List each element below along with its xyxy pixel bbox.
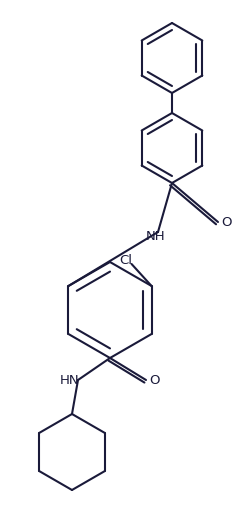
Text: O: O [149, 374, 159, 386]
Text: NH: NH [146, 231, 166, 243]
Text: Cl: Cl [119, 255, 132, 267]
Text: HN: HN [60, 374, 80, 386]
Text: O: O [221, 216, 231, 229]
